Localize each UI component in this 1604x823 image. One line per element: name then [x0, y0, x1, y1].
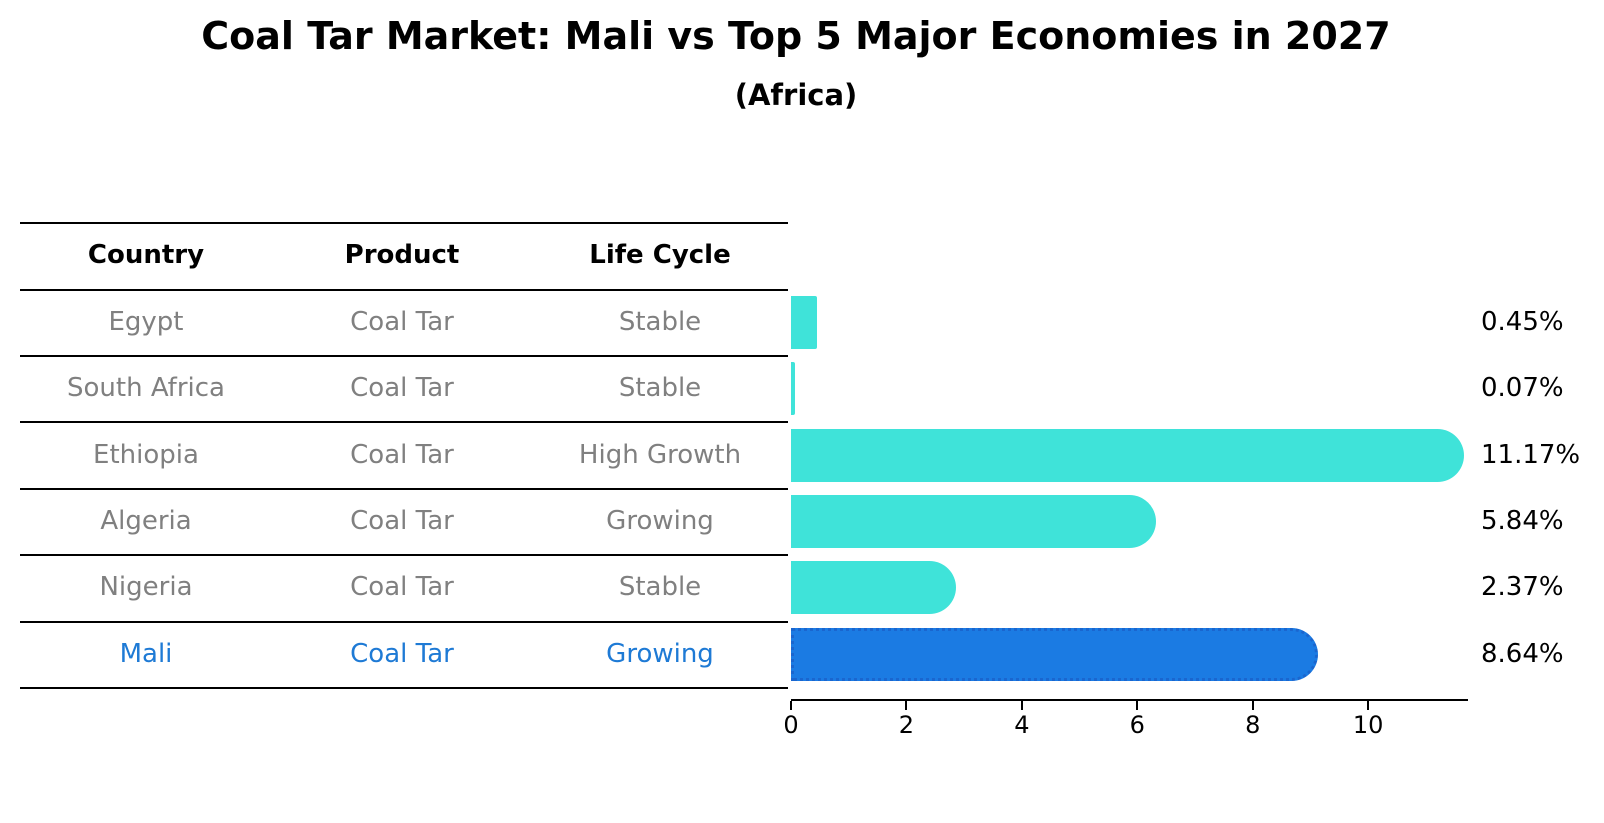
x-axis-tick-label: 2: [898, 711, 915, 739]
x-axis-tick-label: 8: [1245, 711, 1261, 739]
bar-value-label: 0.45%: [1481, 307, 1564, 337]
bar-value-label: 2.37%: [1481, 572, 1564, 602]
table-rule: [20, 488, 788, 490]
table-rule: [20, 222, 788, 224]
x-axis-tick-label: 4: [1014, 711, 1030, 739]
bar-ethiopia: [791, 428, 1464, 482]
chart-title: Coal Tar Market: Mali vs Top 5 Major Eco…: [201, 14, 1391, 58]
table-cell-product-mali: Coal Tar: [350, 639, 454, 669]
table-cell-product: Coal Tar: [350, 307, 454, 337]
x-axis-line: [791, 699, 1468, 701]
table-cell-country: South Africa: [67, 373, 225, 403]
table-header-life-cycle: Life Cycle: [589, 240, 731, 270]
table-cell-country: Algeria: [100, 506, 192, 536]
table-cell-product: Coal Tar: [350, 572, 454, 602]
table-rule: [20, 621, 788, 623]
table-rule: [20, 355, 788, 357]
x-axis-tick: [790, 701, 792, 710]
x-axis-tick: [905, 701, 908, 710]
bar-value-label: 0.07%: [1481, 373, 1564, 403]
table-cell-product: Coal Tar: [350, 506, 454, 536]
bar-algeria: [791, 494, 1157, 548]
x-axis-tick-label: 10: [1352, 711, 1384, 739]
table-cell-country: Ethiopia: [93, 440, 199, 470]
bar-value-label: 8.64%: [1481, 639, 1564, 669]
table-cell-life-cycle-mali: Growing: [606, 639, 714, 669]
table-rule: [20, 289, 788, 291]
table-header-country: Country: [87, 240, 205, 270]
x-axis-tick-label: 6: [1129, 711, 1145, 739]
table-rule: [20, 554, 788, 556]
table-cell-country: Nigeria: [99, 572, 193, 602]
x-axis-tick: [1020, 701, 1023, 710]
table-cell-country-mali: Mali: [119, 639, 173, 669]
table-cell-life-cycle: Stable: [618, 373, 702, 403]
bar-nigeria: [791, 560, 956, 614]
bar-south-africa: [791, 361, 796, 415]
table-cell-life-cycle: Stable: [618, 307, 702, 337]
table-rule: [20, 421, 788, 423]
table-cell-life-cycle: Stable: [618, 572, 702, 602]
table-cell-life-cycle: High Growth: [578, 440, 742, 470]
bar-mali: [791, 627, 1318, 681]
x-axis-tick-label: 0: [783, 711, 799, 739]
bar-value-label: 5.84%: [1481, 506, 1564, 536]
table-cell-country: Egypt: [108, 307, 184, 337]
bar-value-label: 11.17%: [1481, 440, 1581, 470]
table-cell-product: Coal Tar: [350, 440, 454, 470]
x-axis-tick: [1136, 701, 1139, 710]
table-cell-life-cycle: Growing: [606, 506, 714, 536]
x-axis-tick: [1367, 701, 1370, 710]
bar-egypt: [791, 295, 817, 349]
chart-subtitle: (Africa): [734, 78, 858, 112]
x-axis-tick: [1251, 701, 1254, 710]
table-header-product: Product: [344, 240, 460, 270]
table-rule: [20, 687, 788, 689]
table-cell-product: Coal Tar: [350, 373, 454, 403]
